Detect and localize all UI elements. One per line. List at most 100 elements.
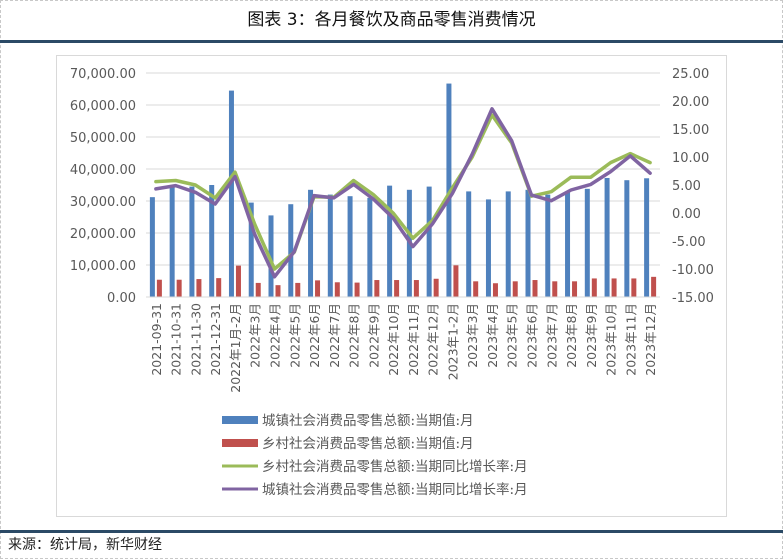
x-axis-tick-label: 2022年6月 <box>307 303 322 368</box>
bar <box>413 280 419 297</box>
bar <box>288 204 294 297</box>
bar <box>295 282 301 297</box>
bar <box>149 197 155 297</box>
x-axis-tick-label: 2023年8月 <box>564 303 579 368</box>
legend-swatch <box>222 416 258 424</box>
bar <box>354 282 360 297</box>
bar <box>584 188 590 297</box>
bar <box>591 278 597 297</box>
y2-axis-tick-label: -5.00 <box>672 235 706 250</box>
bar <box>512 281 518 297</box>
bar <box>228 90 234 297</box>
bar <box>604 177 610 297</box>
bar <box>209 185 215 297</box>
y-axis-tick-label: 60,000.00 <box>70 99 136 114</box>
source-note: 来源：统计局，新华财经 <box>8 537 162 553</box>
x-axis-tick-label: 2022年4月 <box>268 303 283 368</box>
bar <box>505 191 511 297</box>
x-axis-tick-label: 2023年6月 <box>525 303 540 368</box>
legend-label: 乡村社会消费品零售总额:当期值:月 <box>262 436 474 452</box>
y2-axis-tick-label: 10.00 <box>672 151 709 166</box>
bar <box>485 199 491 297</box>
bar <box>327 194 333 297</box>
bar <box>169 186 175 297</box>
x-axis-tick-label: 2021-09-31 <box>149 303 164 376</box>
bar <box>176 279 182 297</box>
bar <box>275 285 281 297</box>
bar <box>255 282 261 297</box>
bar <box>545 194 551 297</box>
x-axis-tick-label: 2021-12-31 <box>208 303 223 376</box>
y-axis-tick-label: 70,000.00 <box>70 67 136 82</box>
bar <box>196 279 202 297</box>
x-axis-tick-label: 2023年5月 <box>505 303 520 368</box>
y2-axis-tick-label: 5.00 <box>672 179 701 194</box>
y2-axis-tick-label: 0.00 <box>672 207 701 222</box>
y2-axis-tick-label: 25.00 <box>672 67 709 82</box>
x-axis-tick-label: 2022年7月 <box>327 303 342 368</box>
top-rule <box>0 40 783 43</box>
x-axis-tick-label: 2022年9月 <box>366 303 381 368</box>
bar <box>644 178 650 297</box>
y2-axis-tick-label: 15.00 <box>672 123 709 138</box>
legend-label: 城镇社会消费品零售总额:当期值:月 <box>262 413 474 429</box>
bar <box>268 215 274 297</box>
x-axis-tick-label: 2022年12月 <box>426 303 441 376</box>
x-axis-tick-label: 2023年10月 <box>604 303 619 376</box>
legend-label: 乡村社会消费品零售总额:当期同比增长率:月 <box>262 458 528 475</box>
y-axis-tick-label: 30,000.00 <box>70 195 136 210</box>
y-axis-tick-label: 10,000.00 <box>70 259 136 274</box>
legend-label: 城镇社会消费品零售总额:当期同比增长率:月 <box>262 481 528 498</box>
line-series <box>154 107 652 279</box>
x-axis-tick-label: 2023年11月 <box>623 303 638 376</box>
bar <box>624 180 630 297</box>
y-axis-tick-label: 0.00 <box>107 291 136 306</box>
bar <box>315 280 321 297</box>
bar <box>235 265 241 297</box>
bar <box>532 280 538 297</box>
bar <box>347 196 353 297</box>
bar <box>525 189 531 297</box>
bar <box>611 278 617 297</box>
y2-axis-tick-label: 20.00 <box>672 95 709 110</box>
bar <box>334 282 340 297</box>
bar <box>453 265 459 297</box>
x-axis-tick-label: 2022年1月-2月 <box>228 303 243 393</box>
bar <box>394 280 400 297</box>
bottom-rule <box>0 530 783 533</box>
x-axis-tick-label: 2023年9月 <box>584 303 599 368</box>
x-axis-tick-label: 2022年8月 <box>347 303 362 368</box>
bar <box>367 197 373 297</box>
y-axis-tick-label: 40,000.00 <box>70 163 136 178</box>
bar <box>308 189 314 297</box>
bar <box>552 281 558 297</box>
line-series <box>154 113 652 271</box>
figure-title: 图表 3：各月餐饮及商品零售消费情况 <box>247 10 536 30</box>
x-axis-tick-label: 2021-11-30 <box>188 303 203 376</box>
bar <box>631 278 637 297</box>
y2-axis-tick-label: -15.00 <box>672 291 714 306</box>
x-axis-tick-label: 2022年10月 <box>386 303 401 376</box>
y2-axis-tick-label: -10.00 <box>672 263 714 278</box>
legend-swatch <box>222 439 258 447</box>
bar <box>565 191 571 297</box>
bar <box>248 202 254 297</box>
x-axis-tick-label: 2023年4月 <box>485 303 500 368</box>
x-axis-tick-label: 2023年1-2月 <box>445 303 460 380</box>
bar <box>466 191 472 297</box>
bar <box>651 276 657 297</box>
x-axis-tick-label: 2023年12月 <box>643 303 658 376</box>
x-axis-tick-label: 2022年11月 <box>406 303 421 376</box>
y-axis-tick-label: 20,000.00 <box>70 227 136 242</box>
x-axis-tick-label: 2023年7月 <box>544 303 559 368</box>
bar <box>374 280 380 297</box>
bar <box>426 186 432 297</box>
bar <box>492 283 498 297</box>
bar <box>189 186 195 297</box>
bar <box>216 278 222 297</box>
x-axis-tick-label: 2022年5月 <box>287 303 302 368</box>
y-axis-tick-label: 50,000.00 <box>70 131 136 146</box>
bar <box>572 281 578 297</box>
x-axis-tick-label: 2021-10-31 <box>169 303 184 376</box>
